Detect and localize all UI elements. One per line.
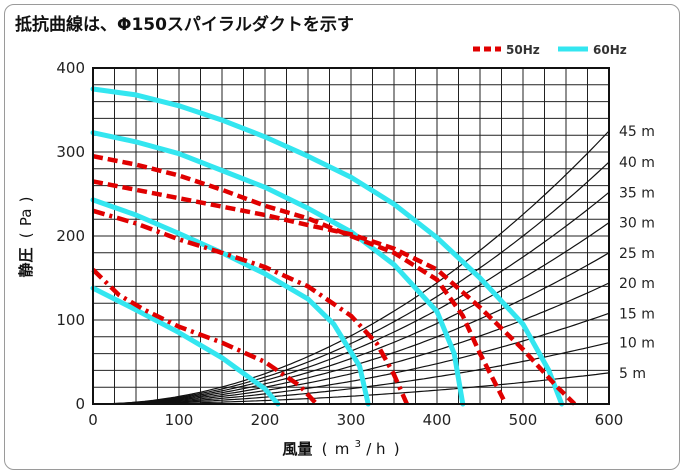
- y-tick-label: 0: [75, 395, 85, 413]
- x-tick-label: 100: [165, 411, 194, 429]
- curve-60hz: [90, 130, 466, 407]
- resistance-curve-label: 45 m: [619, 124, 655, 140]
- curve-50hz: [91, 267, 319, 406]
- x-axis-title-paren-close: ): [394, 440, 400, 458]
- resistance-curve: [93, 312, 610, 405]
- y-axis-title-paren-open: (: [17, 232, 35, 238]
- fan-curves: [90, 86, 577, 407]
- resistance-curve: [93, 282, 610, 405]
- x-tick-label: 500: [509, 411, 538, 429]
- axis-ticks: 0 100 200 300 400 500 600 0 100 200 300 400: [56, 59, 623, 429]
- resistance-curve-label: 10 m: [619, 336, 655, 352]
- resistance-curve-label: 20 m: [619, 276, 655, 292]
- resistance-curve-label: 35 m: [619, 185, 655, 201]
- curve-50hz: [92, 208, 409, 405]
- curve-60hz: [90, 197, 371, 407]
- resistance-curve: [93, 130, 610, 405]
- x-tick-label: 300: [337, 411, 366, 429]
- x-axis-title-tail: / h: [366, 440, 385, 458]
- curve-60hz: [90, 86, 565, 407]
- x-axis-title-main: 風量: [282, 440, 312, 458]
- resistance-curve-label: 5 m: [619, 366, 646, 382]
- chart-frame: 抵抗曲線は、Φ150スパイラルダクトを示す 50Hz 60Hz 0 100 200 3…: [4, 4, 680, 470]
- y-tick-label: 100: [56, 311, 85, 329]
- y-tick-label: 400: [56, 59, 85, 77]
- chart-title: 抵抗曲線は、Φ150スパイラルダクトを示す: [15, 14, 354, 35]
- resistance-curve-label: 30 m: [619, 216, 655, 232]
- x-tick-label: 400: [423, 411, 452, 429]
- legend-label-50hz: 50Hz: [506, 43, 540, 57]
- x-tick-label: 200: [251, 411, 280, 429]
- curve-50hz: [92, 179, 577, 406]
- x-axis-title: 風量 ( m 3 / h ): [282, 433, 399, 458]
- x-axis-title-unit: m: [335, 440, 350, 458]
- y-axis-title: 静圧 ( Pa ): [17, 196, 35, 277]
- resistance-curve: [93, 252, 610, 405]
- plot-border: [92, 67, 610, 405]
- resistance-curve-label: 15 m: [619, 306, 655, 322]
- y-axis-title-main: 静圧: [17, 247, 35, 277]
- resistance-labels: 5 m 10 m 15 m 20 m 25 m 30 m 35 m 40 m 45 m: [619, 124, 655, 382]
- x-tick-label: 600: [595, 411, 624, 429]
- resistance-curve-label: 40 m: [619, 155, 655, 171]
- resistance-curve-label: 25 m: [619, 246, 655, 262]
- y-axis-title-unit: Pa: [17, 209, 35, 227]
- x-tick-label: 0: [88, 411, 98, 429]
- resistance-curve: [93, 161, 610, 405]
- x-axis-title-paren-open: (: [322, 440, 328, 458]
- legend: 50Hz 60Hz: [473, 43, 627, 57]
- resistance-curve: [93, 342, 610, 405]
- resistance-curve: [93, 222, 610, 405]
- legend-label-60hz: 60Hz: [593, 43, 627, 57]
- y-tick-label: 200: [56, 227, 85, 245]
- curve-60hz: [90, 285, 281, 407]
- x-axis-title-sup: 3: [355, 439, 361, 450]
- y-axis-title-paren-close: ): [17, 196, 35, 202]
- y-tick-label: 300: [56, 143, 85, 161]
- chart-svg: 抵抗曲線は、Φ150スパイラルダクトを示す 50Hz 60Hz 0 100 200 3…: [15, 14, 655, 458]
